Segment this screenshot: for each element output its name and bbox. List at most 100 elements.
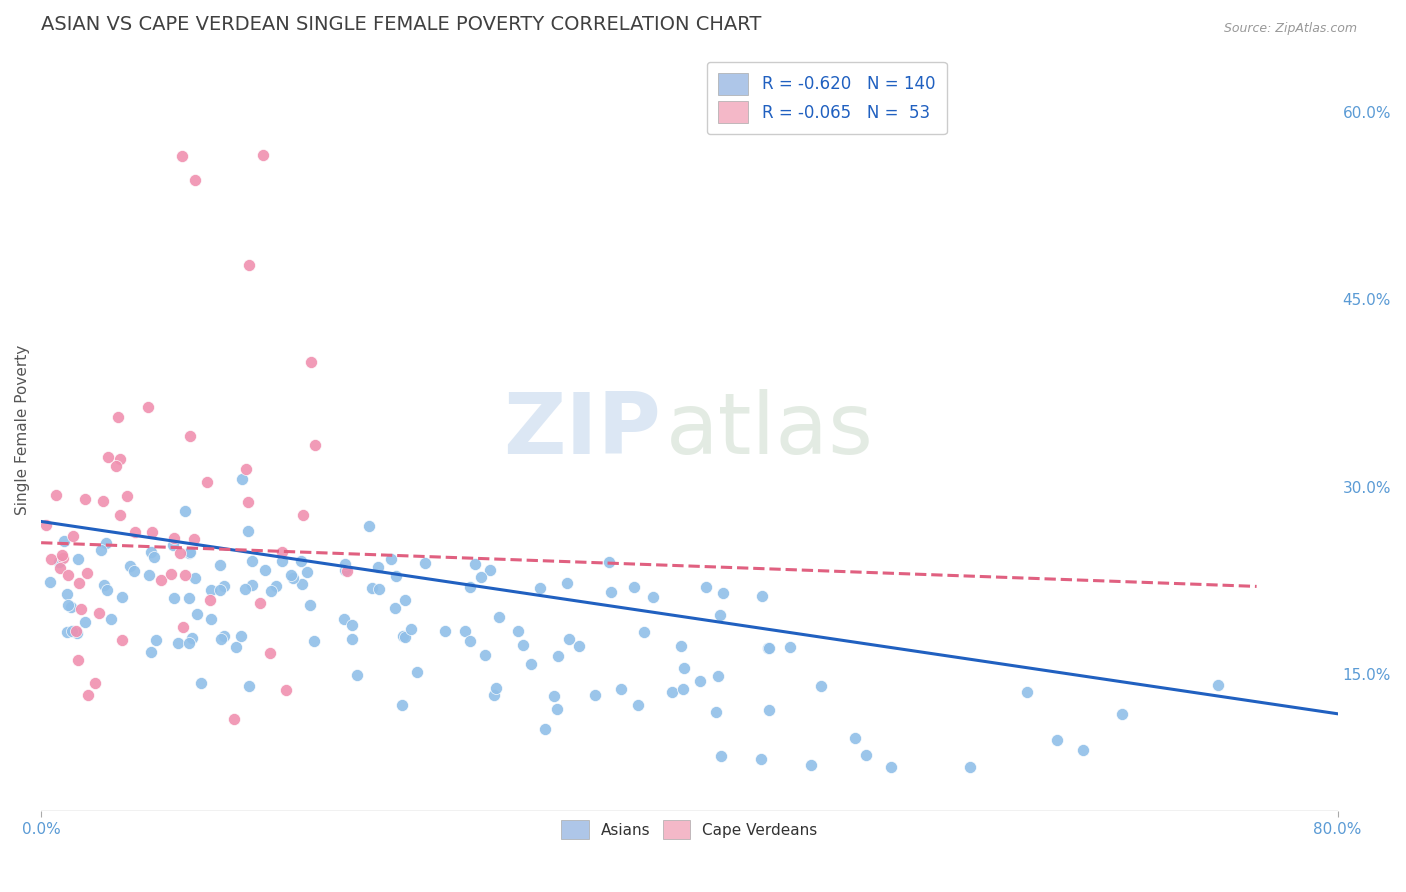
- Point: [568, 639, 591, 653]
- Text: Source: ZipAtlas.com: Source: ZipAtlas.com: [1223, 22, 1357, 36]
- Point: [52, 551, 75, 566]
- Point: [56, 587, 79, 601]
- Point: [53, 534, 76, 549]
- Point: [73, 492, 96, 507]
- Point: [70, 602, 93, 616]
- Legend: Asians, Cape Verdeans: Asians, Cape Verdeans: [555, 814, 824, 846]
- Text: ZIP: ZIP: [503, 389, 661, 472]
- Point: [304, 438, 326, 452]
- Point: [67, 551, 90, 566]
- Point: [478, 563, 501, 577]
- Point: [485, 681, 508, 695]
- Point: [367, 560, 389, 574]
- Point: [543, 689, 565, 703]
- Point: [190, 675, 212, 690]
- Point: [295, 565, 318, 579]
- Point: [385, 568, 408, 582]
- Point: [335, 564, 357, 578]
- Point: [333, 611, 356, 625]
- Point: [65, 624, 87, 639]
- Point: [139, 645, 162, 659]
- Point: [546, 702, 568, 716]
- Point: [260, 584, 283, 599]
- Point: [122, 564, 145, 578]
- Point: [333, 557, 356, 571]
- Point: [749, 752, 772, 766]
- Point: [458, 633, 481, 648]
- Point: [627, 698, 650, 712]
- Point: [169, 546, 191, 560]
- Point: [75, 615, 97, 630]
- Point: [340, 617, 363, 632]
- Point: [93, 578, 115, 592]
- Point: [39, 575, 62, 590]
- Point: [212, 579, 235, 593]
- Point: [162, 538, 184, 552]
- Point: [90, 543, 112, 558]
- Point: [142, 550, 165, 565]
- Point: [124, 524, 146, 539]
- Point: [384, 600, 406, 615]
- Point: [453, 624, 475, 639]
- Point: [209, 558, 232, 572]
- Point: [238, 679, 260, 693]
- Point: [48, 556, 70, 570]
- Point: [115, 489, 138, 503]
- Point: [183, 532, 205, 546]
- Point: [254, 563, 277, 577]
- Point: [235, 462, 257, 476]
- Point: [170, 149, 193, 163]
- Point: [91, 494, 114, 508]
- Point: [598, 555, 620, 569]
- Point: [520, 657, 543, 671]
- Point: [240, 577, 263, 591]
- Point: [710, 748, 733, 763]
- Point: [299, 355, 322, 369]
- Point: [464, 557, 486, 571]
- Point: [138, 568, 160, 582]
- Point: [779, 640, 801, 655]
- Point: [67, 576, 90, 591]
- Point: [695, 580, 717, 594]
- Point: [669, 639, 692, 653]
- Point: [159, 567, 181, 582]
- Point: [177, 591, 200, 605]
- Point: [1046, 732, 1069, 747]
- Point: [433, 624, 456, 638]
- Point: [508, 624, 530, 639]
- Point: [1071, 743, 1094, 757]
- Point: [179, 428, 201, 442]
- Point: [547, 648, 569, 663]
- Point: [209, 632, 232, 646]
- Point: [233, 582, 256, 597]
- Point: [174, 568, 197, 582]
- Point: [166, 636, 188, 650]
- Point: [844, 731, 866, 745]
- Point: [623, 580, 645, 594]
- Text: ASIAN VS CAPE VERDEAN SINGLE FEMALE POVERTY CORRELATION CHART: ASIAN VS CAPE VERDEAN SINGLE FEMALE POVE…: [41, 15, 762, 34]
- Point: [707, 669, 730, 683]
- Point: [1111, 706, 1133, 721]
- Point: [51, 548, 73, 562]
- Point: [855, 747, 877, 762]
- Point: [163, 591, 186, 605]
- Point: [56, 625, 79, 640]
- Point: [633, 624, 655, 639]
- Point: [394, 630, 416, 644]
- Point: [346, 668, 368, 682]
- Point: [340, 632, 363, 646]
- Point: [200, 612, 222, 626]
- Point: [711, 586, 734, 600]
- Point: [751, 589, 773, 603]
- Point: [222, 713, 245, 727]
- Point: [959, 760, 981, 774]
- Point: [292, 508, 315, 522]
- Point: [96, 583, 118, 598]
- Point: [45, 488, 67, 502]
- Point: [534, 722, 557, 736]
- Point: [368, 582, 391, 597]
- Point: [174, 504, 197, 518]
- Point: [709, 607, 731, 622]
- Point: [94, 536, 117, 550]
- Point: [673, 661, 696, 675]
